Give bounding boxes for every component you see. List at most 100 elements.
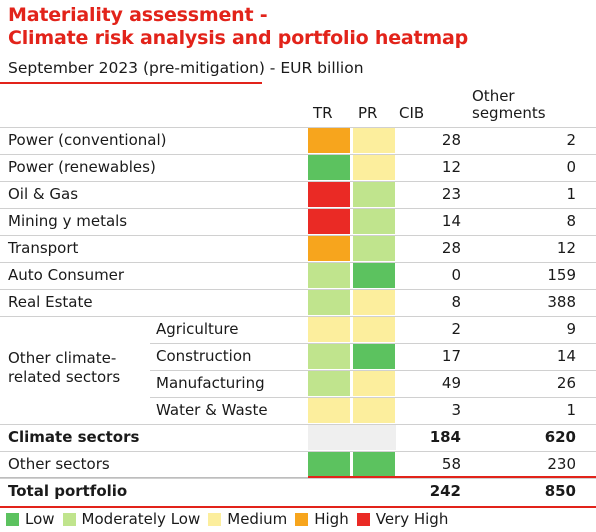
tr-rating-cell [308, 209, 350, 234]
group-label-line-2: related sectors [8, 368, 121, 386]
table-row: Auto Consumer 0 159 [0, 262, 596, 289]
legend-label: High [314, 510, 349, 528]
cib-value: 8 [451, 293, 461, 311]
column-header-tr: TR [313, 104, 333, 122]
legend-swatch [6, 512, 19, 526]
legend-swatch [208, 512, 222, 526]
legend-swatch [356, 512, 370, 526]
other-segments-value: 850 [544, 482, 576, 500]
cib-value: 28 [441, 131, 461, 149]
cib-value: 242 [429, 482, 461, 500]
cib-value: 23 [441, 185, 461, 203]
pr-rating-cell [353, 398, 395, 423]
table-row: Transport 28 12 [0, 235, 596, 262]
cib-value: 184 [429, 428, 461, 446]
other-segments-value: 8 [566, 212, 576, 230]
row-divider [0, 235, 596, 236]
other-segments-value: 620 [544, 428, 576, 446]
other-segments-value: 1 [566, 185, 576, 203]
table-row: Construction 17 14 [0, 343, 596, 370]
cib-value: 28 [441, 239, 461, 257]
row-divider [150, 397, 596, 398]
pr-rating-cell [353, 344, 395, 369]
pr-rating-cell [353, 290, 395, 315]
row-divider [0, 127, 596, 128]
table-row: Manufacturing 49 26 [0, 370, 596, 397]
table-row: Power (conventional) 28 2 [0, 127, 596, 154]
other-segments-value: 26 [556, 374, 576, 392]
title-line-1: Materiality assessment - [8, 4, 268, 26]
row-label: Manufacturing [156, 374, 265, 392]
other-segments-value: 9 [566, 320, 576, 338]
tr-rating-cell [308, 290, 350, 315]
tr-rating-cell [308, 398, 350, 423]
legend-swatch [295, 512, 309, 526]
row-label: Mining y metals [8, 212, 128, 230]
row-divider [0, 451, 596, 452]
cib-value: 17 [441, 347, 461, 365]
column-header-other-line-2: segments [472, 104, 546, 122]
table-row: Mining y metals 14 8 [0, 208, 596, 235]
other-segments-value: 159 [547, 266, 576, 284]
subtitle-underline [0, 82, 262, 84]
table-row: Agriculture 2 9 [0, 316, 596, 343]
cib-value: 3 [451, 401, 461, 419]
tr-rating-cell [308, 452, 350, 477]
row-label: Climate sectors [8, 428, 140, 446]
other-segments-value: 2 [566, 131, 576, 149]
row-label: Total portfolio [8, 482, 128, 500]
pr-rating-cell [353, 128, 395, 153]
table-row: Power (renewables) 12 0 [0, 154, 596, 181]
cib-value: 14 [441, 212, 461, 230]
group-label-line-1: Other climate- [8, 349, 117, 367]
column-header-pr: PR [358, 104, 378, 122]
table-row: Oil & Gas 23 1 [0, 181, 596, 208]
row-label: Oil & Gas [8, 185, 79, 203]
row-divider [0, 478, 596, 479]
cib-value: 49 [441, 374, 461, 392]
tr-rating-cell [308, 344, 350, 369]
legend-item-high: High [295, 510, 349, 528]
subtitle: September 2023 (pre-mitigation) - EUR bi… [8, 59, 364, 77]
tr-rating-cell [308, 182, 350, 207]
tr-rating-cell [308, 128, 350, 153]
table-row: Real Estate 8 388 [0, 289, 596, 316]
legend-item-very-high: Very High [356, 510, 449, 528]
legend-label: Moderately Low [81, 510, 201, 528]
row-divider [0, 262, 596, 263]
total-portfolio-row: Total portfolio 242 850 [0, 478, 596, 505]
legend-label: Very High [375, 510, 449, 528]
tr-rating-cell [308, 263, 350, 288]
total-topline [308, 476, 596, 478]
tr-rating-cell [308, 317, 350, 342]
other-segments-value: 0 [566, 158, 576, 176]
pr-rating-cell [353, 182, 395, 207]
legend-item-medium: Medium [208, 510, 287, 528]
row-divider [0, 316, 596, 317]
column-header-cib: CIB [399, 104, 425, 122]
row-label: Agriculture [156, 320, 239, 338]
column-header-other: Other segments [472, 88, 546, 122]
other-sectors-row: Other sectors 58 230 [0, 451, 596, 478]
row-label: Auto Consumer [8, 266, 125, 284]
cib-value: 2 [451, 320, 461, 338]
page-title: Materiality assessment - Climate risk an… [8, 4, 468, 50]
row-label: Construction [156, 347, 252, 365]
row-label: Power (renewables) [8, 158, 156, 176]
row-label: Water & Waste [156, 401, 268, 419]
pr-rating-cell [353, 371, 395, 396]
pr-rating-cell [353, 452, 395, 477]
legend-label: Low [25, 510, 55, 528]
other-segments-value: 1 [566, 401, 576, 419]
cib-value: 58 [441, 455, 461, 473]
tr-rating-cell [308, 236, 350, 261]
pr-rating-cell [353, 155, 395, 180]
row-label: Other sectors [8, 455, 110, 473]
legend-label: Medium [227, 510, 288, 528]
row-divider [0, 154, 596, 155]
other-segments-value: 14 [556, 347, 576, 365]
total-divider [0, 477, 596, 478]
tr-rating-cell [308, 371, 350, 396]
legend-item-low: Low [6, 510, 55, 528]
tr-rating-cell [308, 155, 350, 180]
